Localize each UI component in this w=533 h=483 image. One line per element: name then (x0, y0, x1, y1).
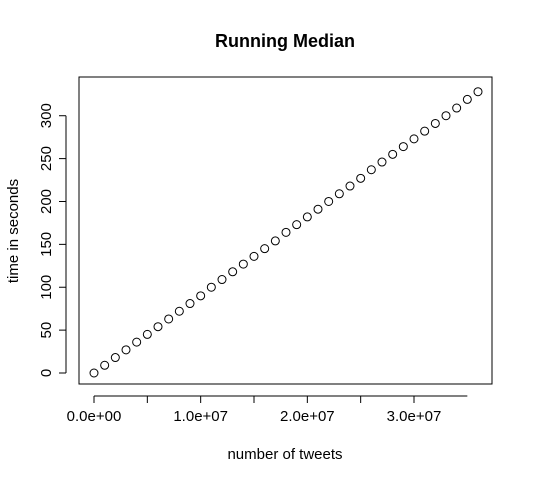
data-point (164, 314, 174, 324)
data-point (292, 220, 302, 230)
chart-title: Running Median (215, 31, 355, 51)
data-point (313, 204, 323, 214)
y-axis: 0 50 100 150 200 250 300 (38, 103, 67, 377)
data-point (430, 118, 440, 128)
data-point (377, 157, 387, 167)
data-point (238, 259, 248, 269)
x-tick-label: 2.0e+07 (280, 408, 335, 425)
data-point (473, 87, 483, 97)
data-point (452, 103, 462, 113)
data-point (89, 368, 99, 378)
data-point (441, 111, 451, 121)
data-point (462, 94, 472, 104)
data-point (345, 181, 355, 191)
data-point (302, 212, 312, 222)
y-tick-label: 0 (38, 369, 55, 377)
data-point (100, 360, 110, 370)
data-point (249, 251, 259, 261)
data-point (217, 275, 227, 285)
data-point (388, 149, 398, 159)
x-tick-label: 1.0e+07 (173, 408, 228, 425)
data-point (324, 196, 334, 206)
data-point (270, 236, 280, 246)
data-point (281, 227, 291, 237)
data-point (110, 353, 120, 363)
y-tick-label: 300 (38, 103, 55, 128)
x-axis-label: number of tweets (227, 446, 342, 463)
data-point (228, 267, 238, 277)
y-tick-label: 100 (38, 275, 55, 300)
data-point (132, 337, 142, 347)
data-point (206, 282, 216, 292)
x-tick-label: 0.0e+00 (67, 408, 122, 425)
data-point (260, 244, 270, 254)
y-tick-label: 150 (38, 232, 55, 257)
y-tick-label: 250 (38, 146, 55, 171)
y-tick-label: 200 (38, 189, 55, 214)
data-point (174, 306, 184, 316)
data-point (121, 345, 131, 355)
x-axis: 0.0e+00 1.0e+07 2.0e+07 3.0e+07 (67, 395, 468, 425)
y-tick-label: 50 (38, 322, 55, 339)
data-point (356, 173, 366, 183)
data-point (398, 142, 408, 152)
plot-frame (78, 76, 493, 385)
x-tick-label: 3.0e+07 (387, 408, 442, 425)
data-point (153, 322, 163, 332)
data-points (89, 87, 483, 378)
data-point (334, 189, 344, 199)
data-point (420, 126, 430, 136)
data-point (409, 134, 419, 144)
data-point (366, 165, 376, 175)
data-point (185, 299, 195, 309)
data-point (196, 291, 206, 301)
data-point (142, 329, 152, 339)
y-axis-label: time in seconds (5, 179, 22, 283)
